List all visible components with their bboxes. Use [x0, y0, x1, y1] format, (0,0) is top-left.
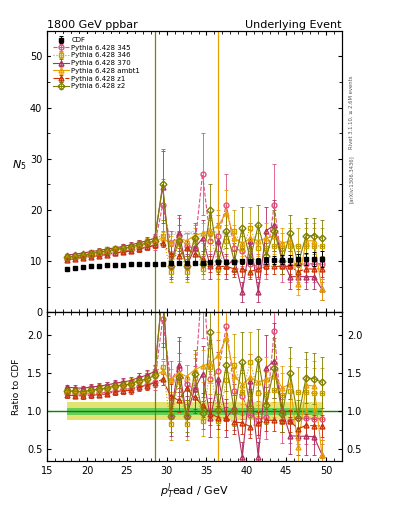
- Y-axis label: $N_5$: $N_5$: [11, 158, 26, 172]
- Text: 1800 GeV ppbar: 1800 GeV ppbar: [47, 20, 138, 30]
- Legend: CDF, Pythia 6.428 345, Pythia 6.428 346, Pythia 6.428 370, Pythia 6.428 ambt1, P: CDF, Pythia 6.428 345, Pythia 6.428 346,…: [51, 34, 143, 92]
- Text: Rivet 3.1.10, ≥ 2.6M events: Rivet 3.1.10, ≥ 2.6M events: [349, 76, 354, 150]
- Text: CDF_2001_S4751469: CDF_2001_S4751469: [167, 231, 233, 237]
- Text: [arXiv:1306.3436]: [arXiv:1306.3436]: [349, 155, 354, 203]
- X-axis label: $p_T^l$ead / GeV: $p_T^l$ead / GeV: [160, 481, 229, 501]
- Y-axis label: Ratio to CDF: Ratio to CDF: [12, 358, 21, 415]
- Text: Underlying Event: Underlying Event: [245, 20, 342, 30]
